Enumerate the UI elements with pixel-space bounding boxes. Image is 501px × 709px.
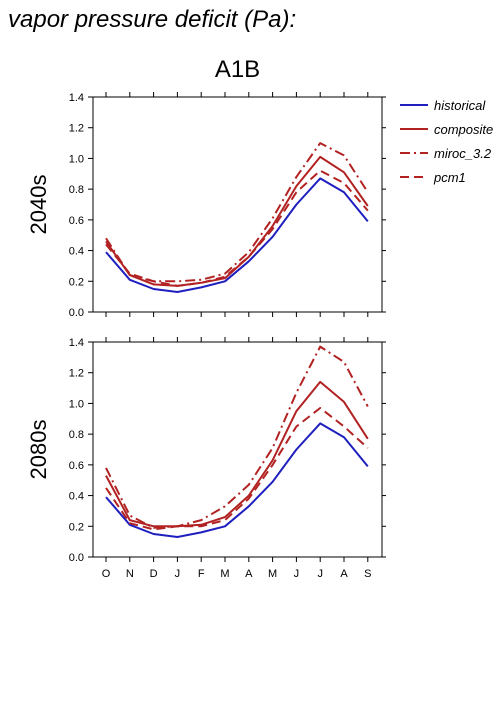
y-tick-label: 1.2 bbox=[69, 368, 84, 380]
panels-group: 0.00.20.40.60.81.01.21.42040s0.00.20.40.… bbox=[26, 92, 386, 580]
row-label: 2040s bbox=[26, 175, 51, 235]
x-tick-label: M bbox=[268, 568, 277, 580]
series-line-pcm1 bbox=[105, 169, 369, 287]
y-tick-label: 1.2 bbox=[69, 123, 84, 135]
x-tick-label: S bbox=[364, 568, 371, 580]
series-line-composite bbox=[105, 380, 369, 528]
y-tick-label: 0.8 bbox=[69, 184, 84, 196]
y-tick-label: 1.4 bbox=[69, 337, 84, 349]
series-line-pcm1 bbox=[105, 407, 369, 531]
legend-label: pcm1 bbox=[433, 170, 466, 185]
y-tick-label: 0.4 bbox=[69, 491, 84, 503]
x-tick-label: D bbox=[150, 568, 158, 580]
legend-label: miroc_3.2 bbox=[434, 146, 492, 161]
x-tick-label: J bbox=[317, 568, 323, 580]
x-tick-label: A bbox=[340, 568, 348, 580]
y-tick-label: 0.6 bbox=[69, 215, 84, 227]
row-label: 2080s bbox=[26, 420, 51, 480]
series-line-miroc-3-2 bbox=[105, 345, 369, 529]
panel-2040s: 0.0 0.2 0.4 0.6 0.8 1.0 1.2 1.4 2040s bbox=[26, 92, 386, 319]
legend-label: composite bbox=[434, 122, 493, 137]
legend: historical composite miroc_3.2 pcm1 bbox=[400, 98, 493, 185]
plot-frame bbox=[92, 341, 383, 558]
x-tick-label: O bbox=[102, 568, 111, 580]
chart-title: A1B bbox=[214, 56, 261, 83]
y-tick-label: 0.4 bbox=[69, 246, 84, 258]
y-tick-label: 0.2 bbox=[69, 521, 84, 533]
y-tick-label: 0.6 bbox=[69, 460, 84, 472]
y-tick-label: 0.8 bbox=[69, 429, 84, 441]
x-tick-label: M bbox=[220, 568, 229, 580]
series-line-composite bbox=[105, 155, 369, 287]
page-title: vapor pressure deficit (Pa): bbox=[8, 6, 297, 33]
panel-2080s: 0.0 0.2 0.4 0.6 0.8 1.0 1.2 1.4 O N D J F M A M J J A S 2080… bbox=[26, 337, 386, 580]
y-tick-label: 1.0 bbox=[69, 398, 84, 410]
y-tick-label: 0.0 bbox=[69, 307, 84, 319]
y-tick-label: 0.0 bbox=[69, 552, 84, 564]
x-tick-label: A bbox=[245, 568, 253, 580]
x-tick-label: J bbox=[175, 568, 181, 580]
x-tick-label: J bbox=[294, 568, 300, 580]
legend-label: historical bbox=[434, 98, 486, 113]
y-tick-label: 1.0 bbox=[69, 153, 84, 165]
plot-frame bbox=[92, 96, 383, 313]
x-tick-label: N bbox=[126, 568, 134, 580]
series-line-historical bbox=[105, 422, 369, 538]
y-tick-label: 1.4 bbox=[69, 92, 84, 104]
series-line-historical bbox=[105, 177, 369, 293]
series-line-miroc-3-2 bbox=[105, 142, 369, 283]
x-tick-label: F bbox=[198, 568, 205, 580]
y-tick-label: 0.2 bbox=[69, 276, 84, 288]
